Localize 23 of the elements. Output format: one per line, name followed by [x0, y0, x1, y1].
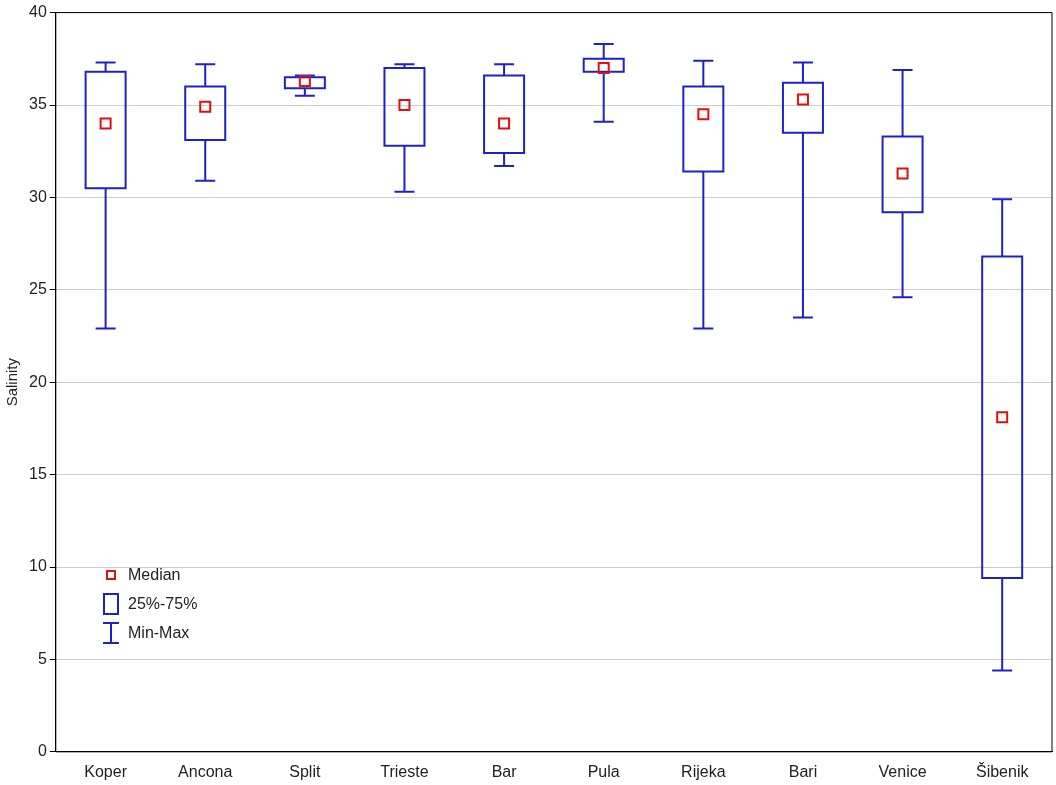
y-tick-label: 40 [29, 3, 47, 21]
x-tick-label: Split [289, 762, 321, 780]
y-tick-label: 25 [29, 280, 47, 298]
x-tick-label: Venice [878, 762, 927, 780]
y-tick-label: 20 [29, 372, 47, 390]
y-tick-label: 0 [37, 742, 47, 760]
annotation: Median [128, 565, 181, 584]
x-tick-label: Bari [788, 762, 818, 780]
x-tick-label: Trieste [380, 762, 429, 780]
y-tick-label: 15 [29, 465, 47, 483]
y-tick-label: 30 [29, 187, 47, 205]
x-tick-label: Rijeka [681, 762, 726, 780]
x-tick-label: Pula [587, 762, 620, 780]
annotation: 25%-75% [128, 594, 198, 613]
y-tick-label: 35 [29, 95, 47, 113]
x-tick-label: Šibenik [975, 761, 1030, 780]
annotation: Min-Max [128, 623, 190, 642]
y-axis-title: Salinity [3, 357, 21, 407]
x-tick-label: Ancona [178, 762, 233, 780]
y-tick-label: 5 [37, 649, 47, 667]
x-tick-label: Bar [491, 762, 518, 780]
x-tick-label: Koper [84, 762, 128, 780]
y-tick-label: 10 [29, 557, 47, 575]
